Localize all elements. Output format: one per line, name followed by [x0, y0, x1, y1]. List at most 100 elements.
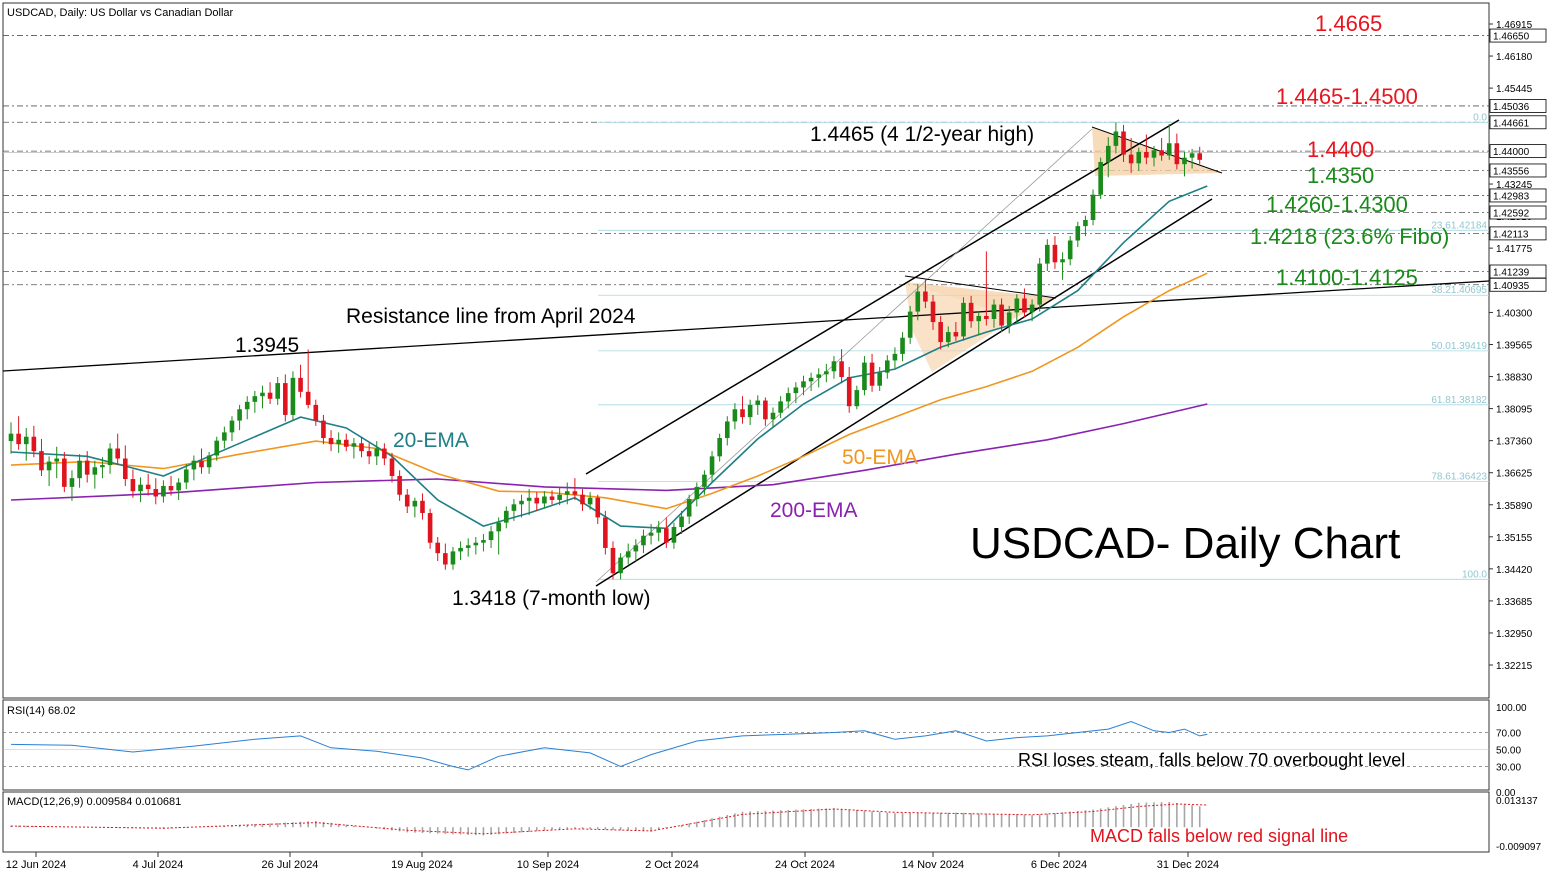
label-7-month-low: 1.3418 (7-month low): [452, 587, 650, 610]
candle-body: [404, 494, 410, 507]
candle-body: [587, 497, 593, 505]
macd-panel-frame: [2, 791, 1490, 853]
candle-147: [1128, 138, 1134, 173]
candle-45: [351, 438, 357, 459]
candle-body: [1189, 153, 1195, 158]
candle-27: [214, 436, 220, 461]
candle-body: [526, 497, 532, 501]
candle-90: [694, 482, 700, 507]
price-level-box: 1.44661: [1489, 115, 1547, 129]
candle-body: [702, 474, 707, 487]
candle-95: [732, 403, 738, 430]
candle-body: [732, 409, 738, 422]
candle-body: [130, 479, 136, 492]
candle-body: [755, 400, 761, 405]
price-tick-label: 1.45445: [1496, 84, 1533, 95]
candle-76: [587, 492, 593, 510]
candle-21: [168, 475, 174, 496]
label-ema20: 20-EMA: [393, 429, 469, 452]
candle-5: [46, 456, 52, 486]
price-level-box: 1.42983: [1489, 188, 1547, 202]
candle-body: [831, 361, 837, 372]
candle-body: [214, 440, 220, 456]
price-level-box-label: 1.44000: [1493, 147, 1530, 158]
candle-83: [641, 529, 646, 554]
price-level-box: 1.42113: [1489, 226, 1547, 240]
candle-body: [31, 436, 37, 452]
candle-body: [54, 458, 60, 462]
candle-66: [511, 499, 517, 521]
candle-99: [763, 397, 768, 426]
candle-42: [328, 430, 334, 452]
candle-body: [1014, 298, 1020, 313]
candle-38: [298, 364, 303, 398]
chart-drawings: [2, 119, 1490, 587]
macd-signal-line: [10, 803, 1208, 835]
candle-56: [435, 537, 441, 562]
candle-120: [923, 278, 928, 309]
candle-body: [824, 371, 829, 375]
candle-73: [564, 482, 570, 505]
candle-52: [404, 489, 410, 514]
candle-body: [206, 455, 212, 468]
candle-8: [69, 470, 75, 501]
price-tick-label: 1.35155: [1496, 533, 1533, 544]
candle-body: [450, 551, 456, 565]
candle-body: [138, 484, 143, 492]
candle-63: [488, 526, 494, 548]
ema50-line: [10, 272, 1208, 510]
candle-body: [648, 532, 654, 536]
rsi-tick-label: 30.00: [1496, 763, 1521, 774]
candle-44: [343, 433, 349, 452]
candle-body: [519, 500, 524, 505]
candle-body: [1128, 154, 1134, 164]
rsi-tick-label: 0.00: [1496, 788, 1516, 799]
candle-18: [145, 473, 151, 496]
candle-body: [1037, 263, 1042, 305]
candle-body: [717, 438, 722, 457]
candle-46: [359, 436, 364, 458]
candle-100: [770, 407, 776, 429]
candle-body: [1182, 157, 1187, 165]
candle-body: [938, 322, 943, 343]
candle-body: [900, 337, 905, 354]
candle-body: [839, 361, 844, 377]
candle-body: [869, 362, 875, 386]
candle-130: [999, 298, 1004, 333]
candle-body: [46, 461, 52, 471]
candle-body: [298, 377, 303, 392]
candle-body: [991, 304, 997, 319]
candle-70: [542, 491, 547, 509]
big-chart-title: USDCAD- Daily Chart: [970, 519, 1400, 568]
price-level-box: 1.42592: [1489, 205, 1547, 220]
candle-body: [8, 433, 14, 442]
rsi-title: RSI(14) 68.02: [7, 705, 75, 717]
candle-body: [740, 409, 745, 418]
price-tick-label: 1.40300: [1496, 308, 1533, 319]
candle-81: [625, 543, 631, 565]
candle-body: [808, 377, 814, 382]
candle-body: [1121, 131, 1126, 155]
candle-64: [496, 517, 501, 555]
macd-panel: 0.013137 -0.009097: [10, 796, 1541, 853]
price-level-box-label: 1.45036: [1493, 102, 1530, 113]
candle-146: [1121, 124, 1126, 163]
rsi-tick-label: 70.00: [1496, 729, 1521, 740]
candle-body: [1067, 240, 1073, 260]
candle-116: [892, 347, 898, 369]
candle-body: [618, 557, 623, 574]
candle-body: [458, 547, 463, 552]
candle-body: [16, 433, 21, 445]
candle-body: [862, 362, 867, 391]
candle-body: [945, 332, 951, 343]
price-tick-label: 1.32215: [1496, 661, 1533, 672]
candle-body: [793, 387, 799, 394]
fib-label-6: 100.0: [1462, 569, 1487, 580]
candle-141: [1083, 215, 1088, 237]
candle-body: [145, 484, 151, 490]
candle-93: [717, 433, 722, 462]
candle-body: [778, 401, 783, 413]
price-level-box-label: 1.40935: [1493, 281, 1530, 292]
label-1-4260-1-4300: 1.4260-1.4300: [1266, 192, 1408, 217]
candle-31: [244, 396, 250, 420]
